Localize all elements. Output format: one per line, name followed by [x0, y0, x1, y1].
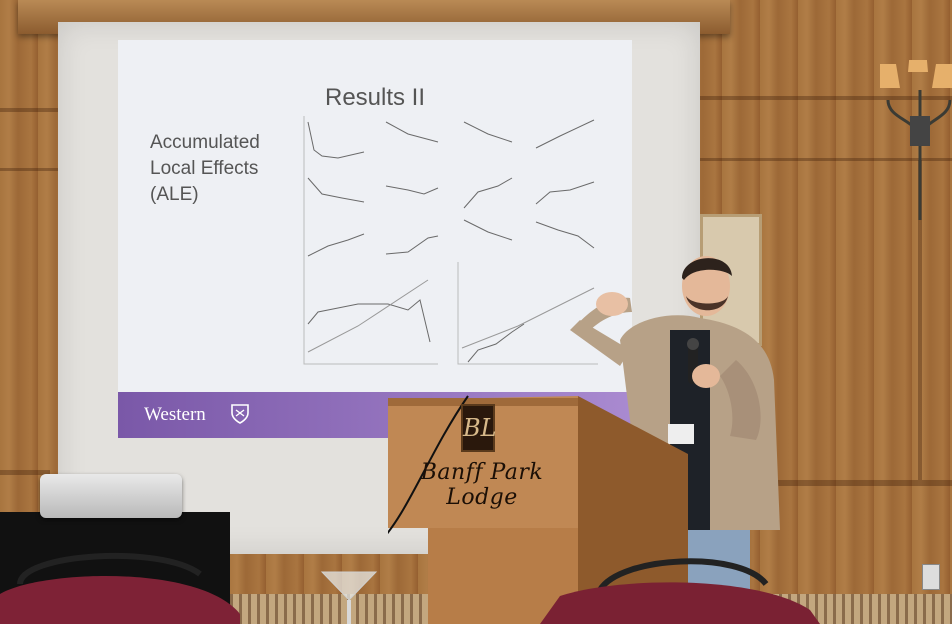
ale-curve [463, 177, 513, 209]
podium-logo-icon: BL [461, 404, 497, 452]
slide-subtitle: Accumulated Local Effects (ALE) [150, 130, 300, 208]
ale-curve [463, 219, 513, 241]
ale-curve [307, 279, 429, 353]
ale-curve [307, 121, 365, 159]
martini-glass [320, 571, 378, 624]
ale-curve [307, 299, 431, 343]
slide-title: Results II [324, 84, 426, 111]
ale-curve [535, 119, 595, 149]
ale-plot-grid [303, 116, 598, 365]
slide-subtitle-line: Local Effects [150, 158, 259, 179]
ale-curve [385, 235, 439, 255]
wall-outlet [922, 564, 940, 590]
wall-panel-line [756, 480, 952, 486]
ale-curve [535, 221, 595, 249]
plot-axis [303, 116, 438, 365]
footer-brand: Western [144, 404, 206, 425]
ale-curve [467, 323, 525, 363]
projected-slide: Results II Accumulated Local Effects (AL… [118, 40, 632, 438]
chair-right [540, 558, 820, 624]
projector [40, 474, 182, 518]
ale-curve [461, 287, 595, 349]
wall-panel-line [918, 160, 922, 480]
western-crest-icon [231, 404, 249, 424]
wall-sconce [880, 60, 952, 220]
wall-panel-line [700, 158, 952, 161]
wall-panel-line [0, 168, 60, 171]
ale-curve [385, 121, 439, 143]
slide-subtitle-line: Accumulated [150, 132, 260, 153]
ale-curve [307, 177, 365, 203]
plot-axis [457, 262, 598, 365]
slide-subtitle-line: (ALE) [150, 184, 199, 205]
wall-panel-line [0, 108, 60, 112]
ale-curve [535, 181, 595, 205]
wall-panel-line [0, 470, 50, 475]
podium [388, 395, 688, 624]
wall-panel-line [700, 96, 952, 100]
chair-left [0, 552, 240, 624]
ale-curve [307, 233, 365, 257]
podium-sign: Banff Park Lodge [420, 460, 544, 510]
ale-curve [463, 121, 513, 143]
ale-curve [385, 185, 439, 195]
